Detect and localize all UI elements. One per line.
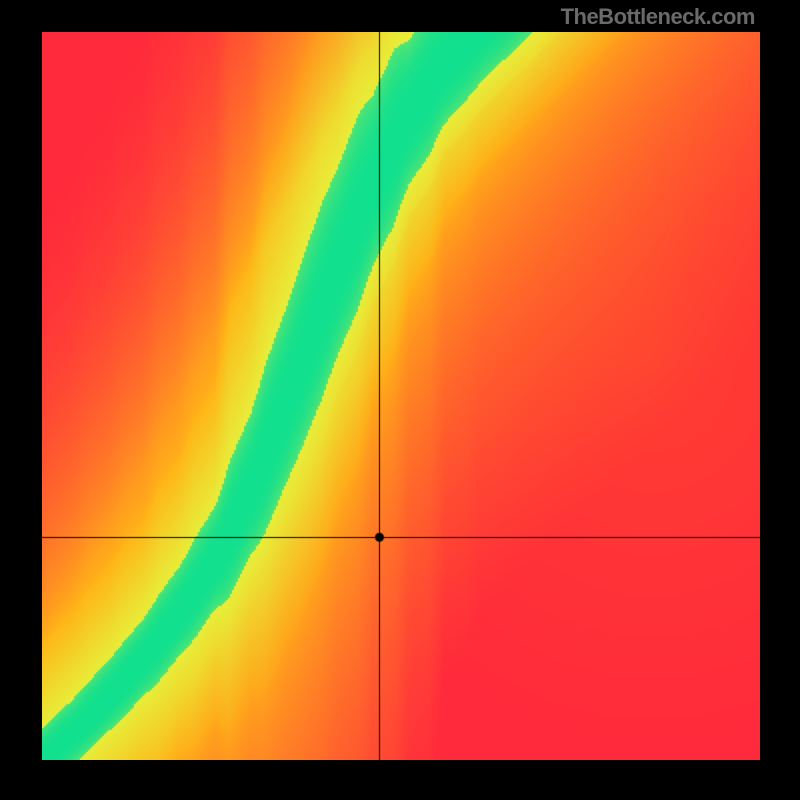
crosshair-overlay [42, 32, 760, 760]
watermark-text: TheBottleneck.com [561, 4, 755, 30]
chart-container: TheBottleneck.com [0, 0, 800, 800]
